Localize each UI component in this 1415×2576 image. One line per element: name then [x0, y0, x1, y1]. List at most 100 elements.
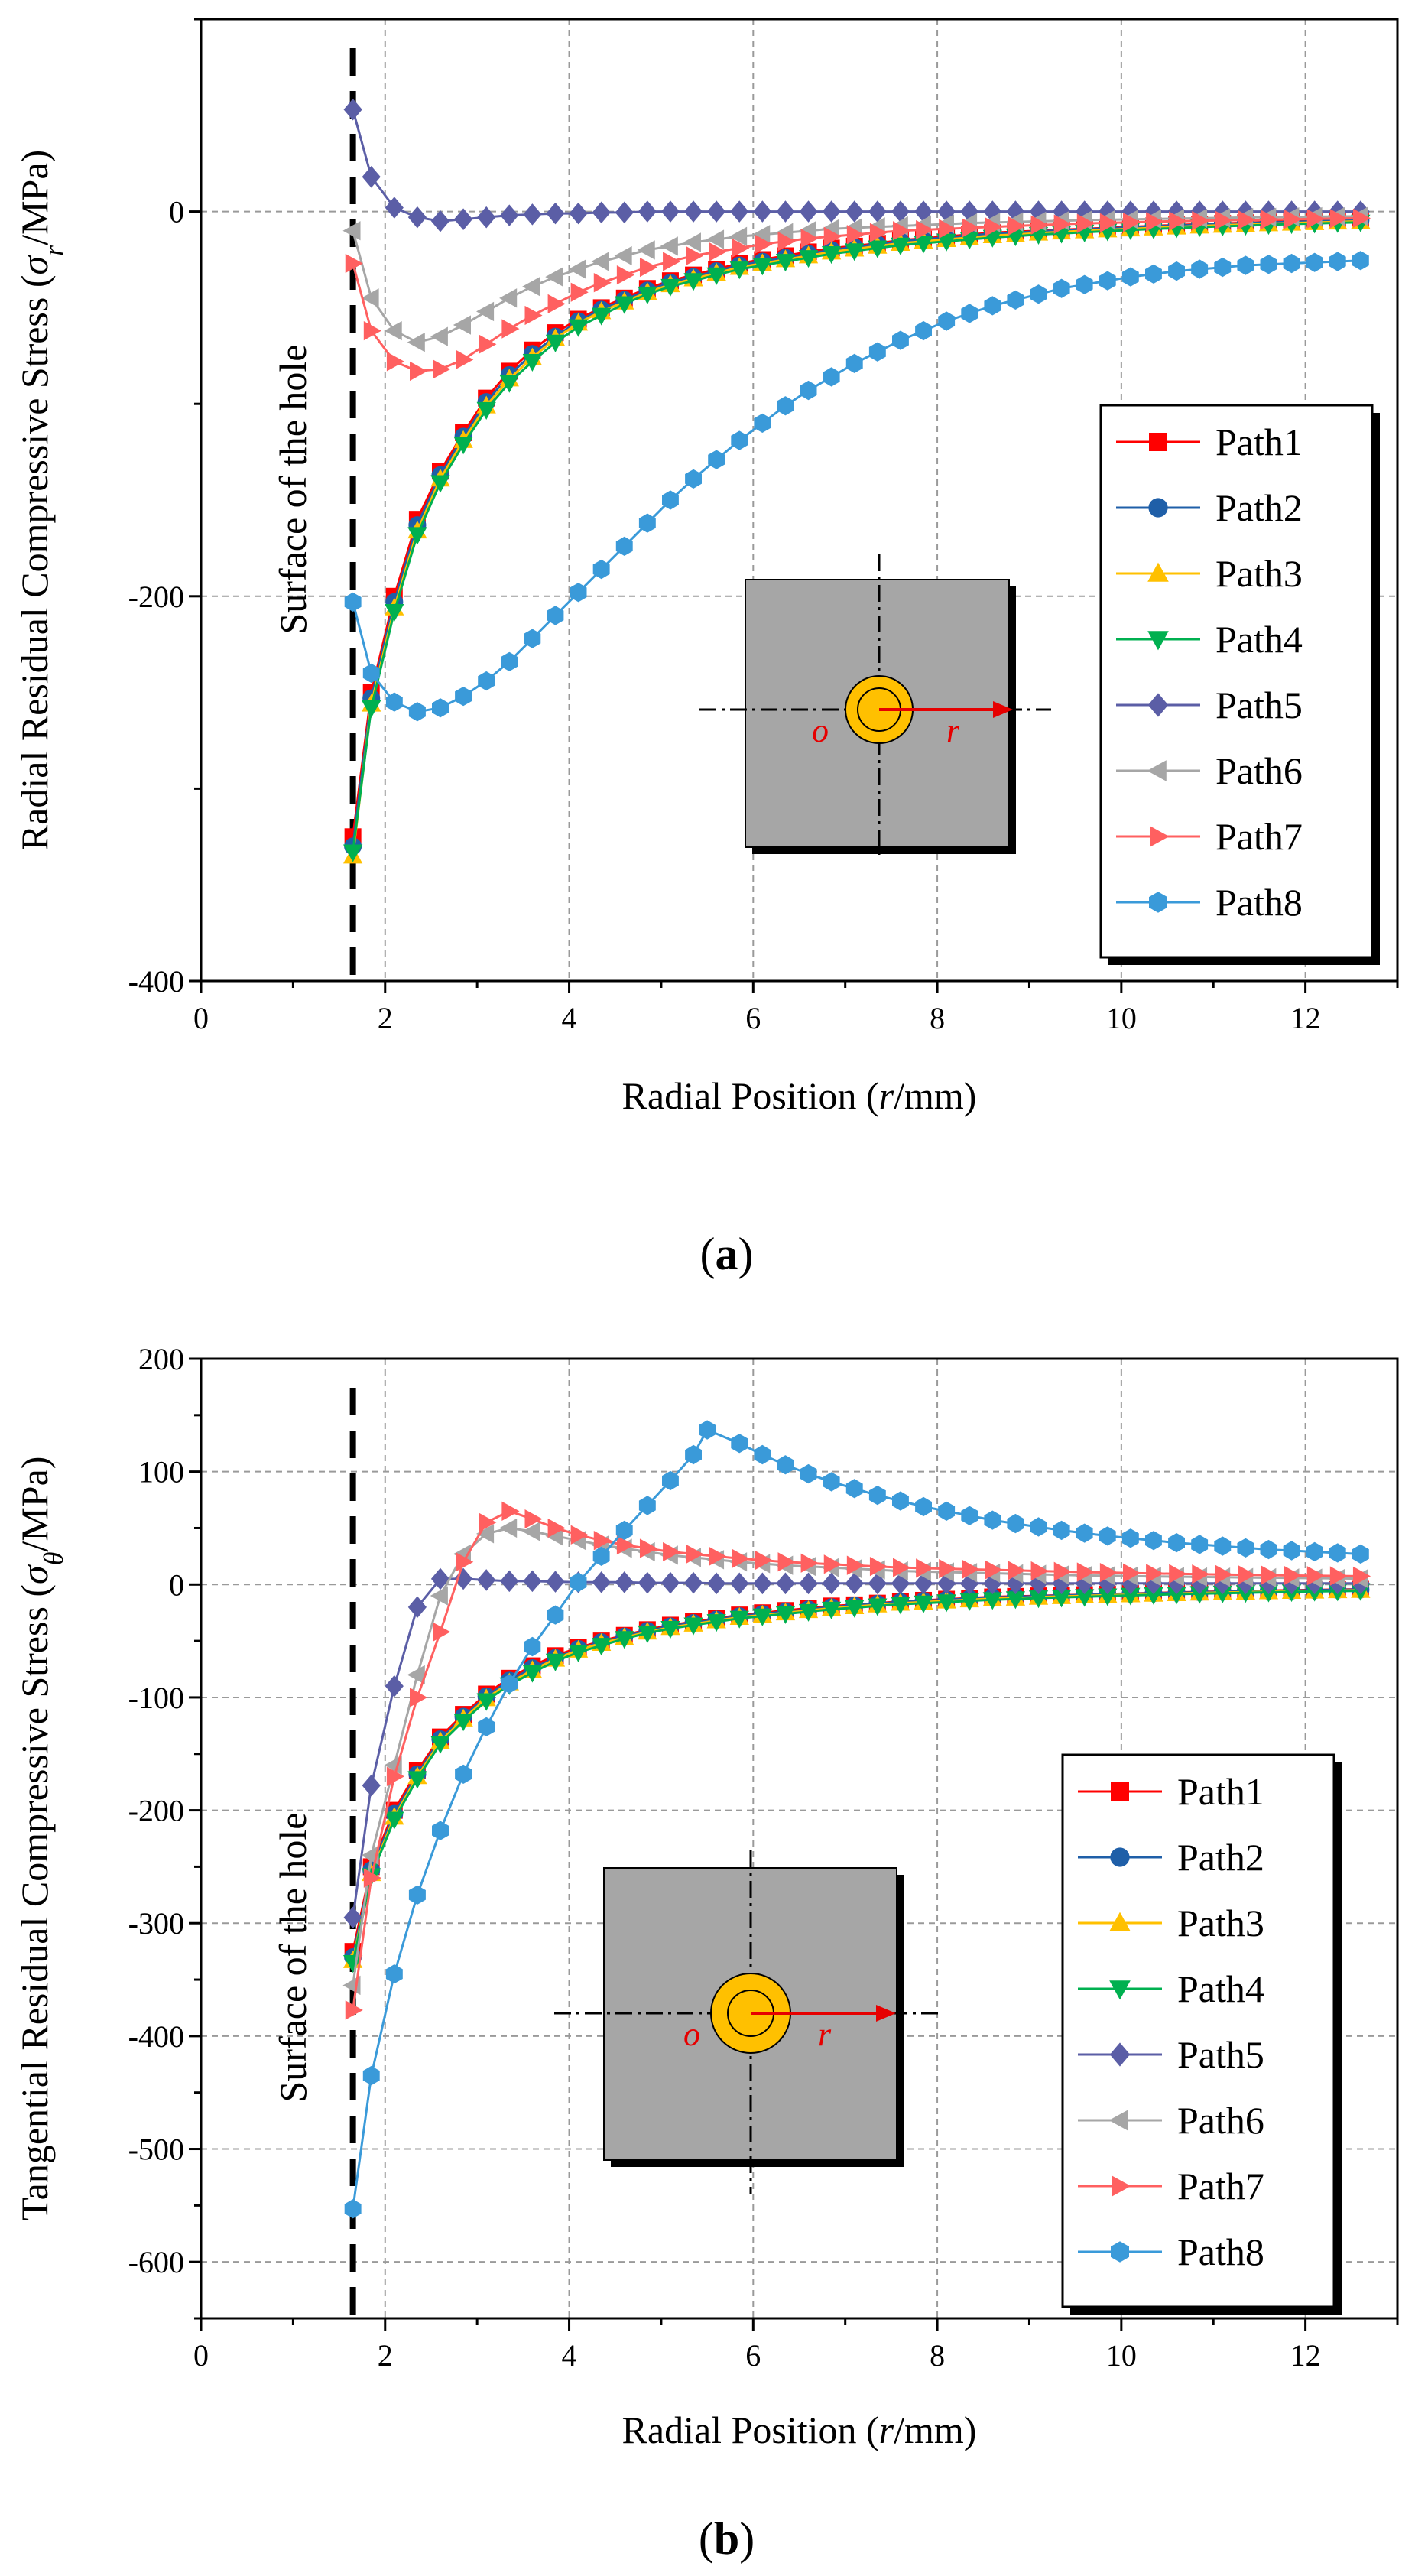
data-point-path7 — [939, 1558, 957, 1579]
data-point-path8 — [708, 450, 725, 469]
data-point-path4 — [914, 1595, 933, 1613]
data-point-path7 — [1146, 1564, 1164, 1584]
data-point-path5 — [592, 201, 611, 224]
data-point-path5 — [385, 197, 404, 219]
data-point-path7 — [501, 319, 520, 339]
legend-item-path1: Path1 — [1078, 1770, 1264, 1813]
data-point-path8 — [915, 320, 932, 341]
data-point-path8 — [1214, 1536, 1232, 1556]
data-point-path8 — [1121, 1528, 1139, 1548]
data-point-path8 — [984, 296, 1001, 316]
data-point-path4 — [845, 1600, 865, 1618]
data-point-path4 — [891, 1597, 910, 1615]
data-point-path4 — [407, 527, 427, 545]
data-point-path8 — [570, 1572, 587, 1592]
legend-marker — [1108, 2110, 1128, 2131]
data-point-path4 — [342, 1955, 363, 1973]
legend-marker — [1147, 631, 1169, 651]
data-point-path8 — [547, 1605, 564, 1625]
legend-marker — [1150, 826, 1170, 847]
data-point-path8 — [800, 1463, 817, 1484]
data-point-path5 — [1075, 1572, 1094, 1595]
data-point-path4 — [729, 1610, 749, 1629]
data-point-path7 — [410, 1688, 428, 1707]
y-tick-label: -400 — [128, 964, 184, 999]
data-point-path4 — [592, 1638, 612, 1656]
data-point-path4 — [342, 844, 363, 862]
data-point-path5 — [1190, 200, 1209, 223]
data-point-path7 — [1352, 1566, 1371, 1587]
data-point-path5 — [1029, 200, 1048, 223]
data-point-path8 — [1260, 255, 1277, 274]
data-point-path5 — [407, 1596, 427, 1619]
legend: Path1 Path2 Path3 Path4 Path5 Path6 Path7 Path8 — [1061, 1753, 1342, 2315]
data-point-path5 — [1144, 1572, 1163, 1595]
data-point-path6 — [384, 1755, 402, 1775]
data-point-path7 — [501, 1501, 520, 1521]
data-point-path7 — [709, 242, 727, 262]
series-path8 — [344, 251, 1369, 722]
data-point-path5 — [730, 200, 749, 223]
data-point-path7 — [800, 1553, 819, 1573]
data-point-path4 — [499, 375, 519, 393]
panel-label: (b) — [699, 2513, 755, 2564]
data-point-path4 — [706, 267, 726, 285]
data-point-path8 — [961, 1506, 978, 1525]
data-point-path7 — [846, 1555, 865, 1575]
data-point-path5 — [707, 200, 726, 223]
data-point-path8 — [408, 702, 426, 722]
hole-surface-label: Surface of the hole — [271, 344, 314, 634]
data-point-path8 — [547, 606, 564, 625]
x-tick-label: 10 — [1106, 1001, 1137, 1035]
data-point-path5 — [1052, 1572, 1071, 1595]
data-point-path8 — [1053, 1520, 1070, 1541]
data-point-path7 — [663, 252, 681, 271]
legend-label: Path6 — [1215, 749, 1303, 792]
data-point-path8 — [1237, 1538, 1254, 1558]
data-point-path8 — [615, 1520, 633, 1541]
data-point-path5 — [753, 200, 772, 223]
data-point-path5 — [868, 200, 887, 223]
x-tick-label: 4 — [562, 2338, 577, 2373]
data-point-path4 — [545, 1653, 566, 1671]
data-point-path7 — [732, 238, 750, 258]
data-point-path6 — [430, 1586, 448, 1606]
data-point-path4 — [752, 1608, 772, 1626]
data-point-path5 — [822, 200, 841, 223]
data-point-path7 — [1329, 1566, 1348, 1586]
data-point-path7 — [1284, 1565, 1302, 1586]
data-point-path7 — [755, 234, 773, 255]
y-tick-label: 200 — [138, 1342, 184, 1376]
legend-item-path8: Path8 — [1078, 2230, 1264, 2273]
data-point-path7 — [1306, 209, 1325, 229]
data-point-path8 — [915, 1496, 932, 1517]
data-point-path8 — [570, 583, 587, 603]
y-tick-label: -400 — [128, 2019, 184, 2054]
data-point-path5 — [430, 1567, 450, 1590]
legend-item-path4: Path4 — [1116, 618, 1303, 661]
origin-label: o — [812, 712, 829, 749]
data-point-path5 — [453, 1567, 473, 1590]
x-tick-label: 8 — [930, 2338, 945, 2373]
data-point-path4 — [362, 700, 381, 718]
data-point-path7 — [479, 1512, 497, 1532]
data-point-path4 — [568, 1644, 589, 1663]
legend-marker — [1149, 892, 1167, 913]
origin-label: o — [683, 2016, 700, 2053]
data-point-path8 — [892, 330, 909, 350]
data-point-path8 — [662, 490, 679, 510]
data-point-path7 — [916, 219, 934, 240]
data-point-path7 — [1099, 1562, 1118, 1583]
data-point-path5 — [500, 1570, 519, 1593]
x-tick-label: 10 — [1106, 2338, 1137, 2373]
data-point-path6 — [752, 225, 771, 245]
data-point-path4 — [545, 334, 566, 352]
data-point-path7 — [616, 265, 634, 285]
data-point-path8 — [592, 559, 610, 580]
legend-item-path2: Path2 — [1078, 1836, 1264, 1879]
series-path7 — [345, 208, 1371, 382]
data-point-path7 — [777, 1552, 796, 1572]
data-point-path5 — [569, 202, 588, 225]
y-tick-label: 100 — [138, 1455, 184, 1489]
data-point-path8 — [1329, 1543, 1346, 1563]
